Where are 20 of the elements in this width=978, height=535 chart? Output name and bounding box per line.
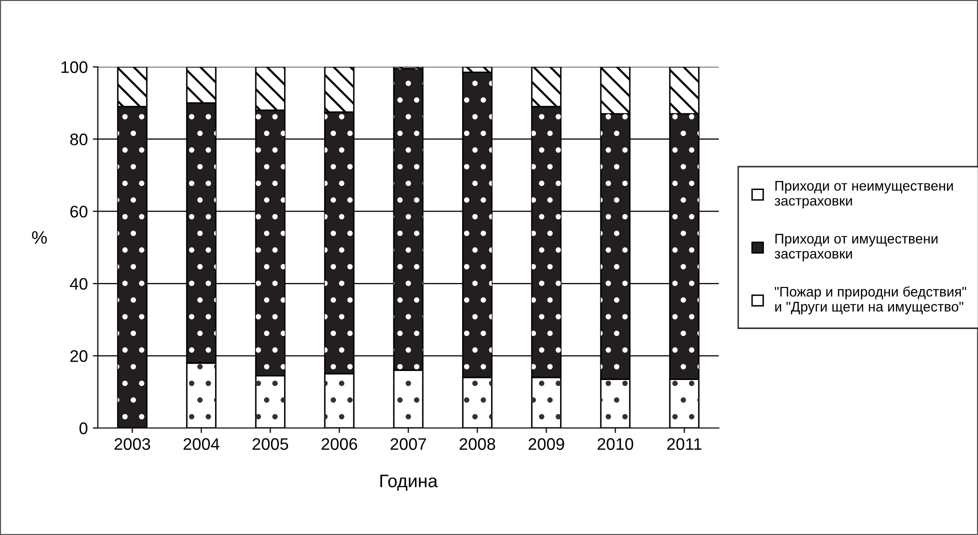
legend-label: Приходи от имуществени застраховки [774, 234, 938, 262]
y-tick-label: 40 [70, 278, 88, 290]
y-tick-label: 80 [70, 134, 88, 146]
x-tick-label: 2010 [598, 438, 634, 450]
y-tick-label: 60 [70, 206, 88, 218]
x-tick-label: 2008 [460, 438, 496, 450]
x-tick-label: 2007 [390, 438, 426, 450]
x-tick-label: 2004 [184, 438, 220, 450]
x-tick-label: 2011 [667, 438, 702, 450]
y-tick-label: 100 [62, 61, 88, 74]
legend-label: "Пожар и природни бедствия" и "Други щети на имущество" [774, 286, 966, 314]
y-tick-label: 20 [70, 350, 88, 362]
x-tick-label: 2006 [322, 438, 358, 450]
y-axis-title: % [32, 231, 47, 244]
legend-label: Приходи от неимуществени застраховки [774, 181, 953, 208]
y-tick-label: 0 [79, 422, 88, 434]
x-axis-title: Година [380, 474, 438, 491]
x-tick-label: 2009 [528, 438, 564, 450]
x-tick-label: 2005 [252, 438, 288, 450]
x-tick-label: 2003 [114, 438, 150, 450]
